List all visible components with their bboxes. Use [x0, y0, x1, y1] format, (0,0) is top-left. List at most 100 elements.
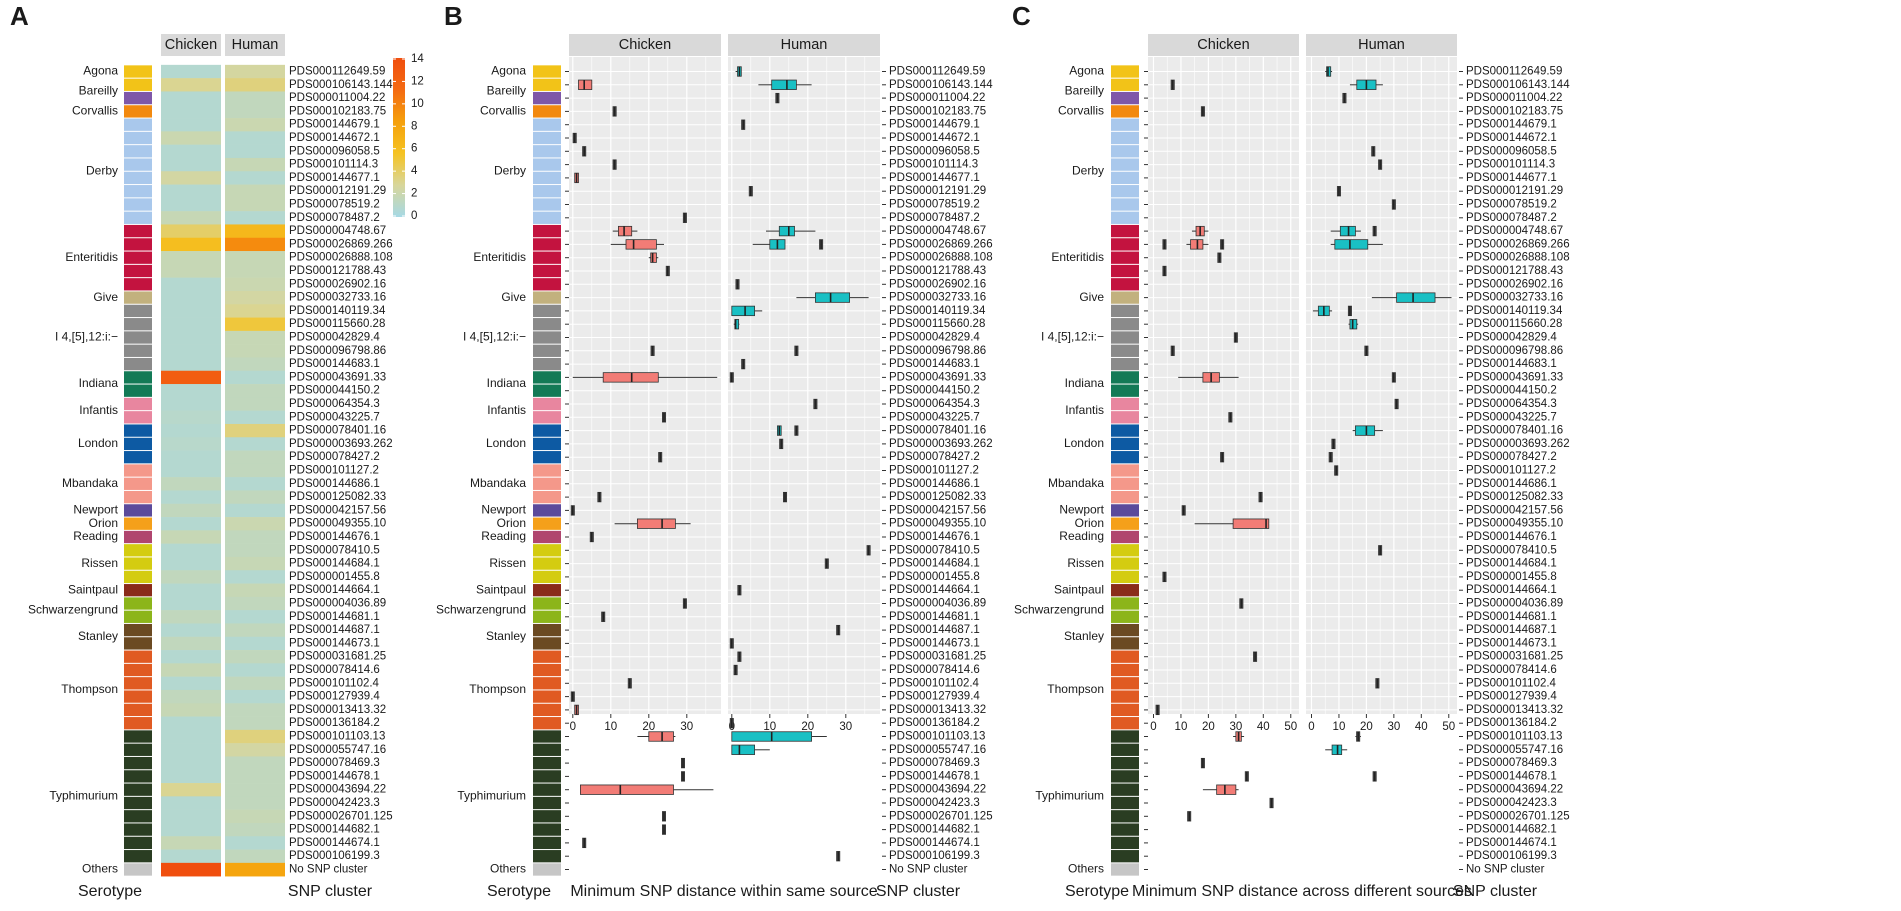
c-serotype-swatch: [1111, 105, 1139, 118]
b-serotype-swatch: [533, 677, 561, 690]
c-serotype-swatch: [1111, 291, 1139, 304]
box-body: [731, 305, 755, 317]
colorbar-tick-label: 12: [411, 75, 424, 87]
c-cluster-label: PDS000042829.4: [1466, 332, 1557, 344]
c-cluster-label: PDS000144683.1: [1466, 358, 1557, 370]
a-heat-cell-chicken: [161, 171, 221, 185]
b-cluster-label: PDS000078427.2: [889, 451, 980, 463]
a-cluster-label: PDS000042829.4: [289, 332, 380, 344]
a-serotype-swatch: [124, 637, 152, 650]
a-serotype-title: Serotype: [78, 883, 142, 900]
b-serotype-swatch: [533, 783, 561, 796]
a-serotype-swatch: [124, 397, 152, 411]
c-cluster-label: PDS000144664.1: [1466, 584, 1557, 596]
a-heat-cell-chicken: [161, 370, 221, 385]
b-box-human: [813, 398, 818, 410]
b-serotype-swatch: [533, 424, 561, 437]
b-serotype-swatch: [533, 318, 561, 331]
c-box-chicken: [1253, 651, 1258, 662]
a-heat-cell-chicken: [161, 251, 221, 265]
a-serotype-swatch: [124, 224, 152, 238]
c-serotype-label: Saintpaul: [1054, 582, 1104, 596]
b-box-chicken: [681, 757, 686, 769]
a-heat-cell-human: [225, 171, 285, 185]
b-box-human: [775, 92, 780, 104]
c-box-human: [1330, 225, 1361, 237]
a-serotype-swatch: [124, 264, 152, 278]
box-body: [778, 225, 795, 237]
c-serotype-label: Enteritidis: [1051, 250, 1104, 264]
a-cluster-label: PDS000144679.1: [289, 119, 380, 131]
b-serotype-swatch: [533, 384, 561, 397]
c-cluster-label: PDS000043225.7: [1466, 411, 1557, 423]
b-serotype-swatch: [533, 663, 561, 677]
b-serotype-swatch: [533, 504, 561, 517]
c-serotype-swatch: [1111, 278, 1139, 291]
c-cluster-label: PDS000121788.43: [1466, 265, 1563, 277]
panel-letter-c: C: [1012, 1, 1031, 31]
a-serotype-swatch: [124, 770, 152, 783]
a-serotype-swatch: [124, 783, 152, 796]
b-serotype-label: Bareilly: [487, 84, 526, 98]
a-cluster-label: PDS000102183.75: [289, 105, 386, 117]
a-heat-cell-human: [225, 517, 285, 531]
c-serotype-swatch: [1111, 357, 1139, 371]
a-serotype-swatch: [124, 238, 152, 251]
b-serotype-swatch: [533, 397, 561, 411]
a-heat-cell-chicken: [161, 224, 221, 239]
a-cluster-label: PDS000026902.16: [289, 278, 386, 290]
colorbar-tick-label: 8: [411, 120, 417, 132]
a-heat-cell-chicken: [161, 104, 221, 119]
box-body: [1232, 518, 1270, 529]
b-box-chicken: [582, 146, 587, 157]
a-heat-cell-human: [225, 450, 285, 465]
b-box-chicken: [578, 79, 593, 90]
a-serotype-swatch: [124, 690, 152, 703]
c-cluster-label: PDS000026888.108: [1466, 252, 1570, 264]
a-cluster-label: PDS000112649.59: [289, 66, 385, 78]
c-box-human: [1325, 66, 1333, 77]
c-box-chicken: [1191, 225, 1209, 237]
b-box-chicken: [662, 811, 667, 822]
a-heat-cell-human: [225, 277, 285, 292]
c-cluster-label: PDS000004748.67: [1466, 225, 1563, 237]
b-serotype-swatch: [533, 770, 561, 783]
a-serotype-swatch: [124, 756, 152, 770]
a-serotype-swatch: [124, 158, 152, 171]
b-serotype-label: Infantis: [487, 403, 526, 417]
c-box-chicken: [1178, 372, 1239, 383]
a-heat-cell-chicken: [161, 64, 221, 79]
b-box-human: [733, 664, 738, 676]
a-heat-cell-chicken: [161, 197, 221, 212]
b-cluster-label: PDS000042829.4: [889, 332, 980, 344]
c-cluster-label: PDS000101103.13: [1466, 731, 1562, 743]
b-cluster-label: PDS000031681.25: [889, 651, 986, 663]
a-heat-cell-human: [225, 809, 285, 824]
a-cluster-label: PDS000044150.2: [289, 385, 380, 397]
a-cluster-label: PDS000140119.34: [289, 305, 386, 317]
a-heat-cell-human: [225, 384, 285, 398]
a-serotype-swatch: [124, 796, 152, 810]
a-heat-cell-chicken: [161, 384, 221, 398]
b-serotype-swatch: [533, 437, 561, 451]
c-serotype-label: Infantis: [1065, 403, 1104, 417]
b-serotype-swatch: [533, 185, 561, 198]
c-cluster-label: PDS000026701.125: [1466, 810, 1570, 822]
b-serotype-swatch: [533, 557, 561, 570]
c-serotype-swatch: [1111, 597, 1139, 610]
a-cluster-label: PDS000012191.29: [289, 185, 386, 197]
c-serotype-swatch: [1111, 331, 1139, 344]
c-cluster-label: PDS000026902.16: [1466, 278, 1563, 290]
a-cluster-label: PDS000078414.6: [289, 664, 380, 676]
a-heat-cell-human: [225, 703, 285, 717]
a-cluster-label: PDS000042423.3: [289, 797, 380, 809]
b-box-chicken: [572, 132, 577, 144]
a-cluster-label: PDS000144678.1: [289, 770, 380, 782]
a-cluster-title: SNP cluster: [288, 883, 373, 900]
b-box-human: [735, 279, 740, 290]
a-heat-cell-chicken: [161, 423, 221, 438]
a-heat-cell-chicken: [161, 530, 221, 544]
b-serotype-swatch: [533, 623, 561, 637]
b-cluster-label: PDS000101127.2: [889, 465, 979, 477]
c-cluster-label: PDS000032733.16: [1466, 292, 1563, 304]
